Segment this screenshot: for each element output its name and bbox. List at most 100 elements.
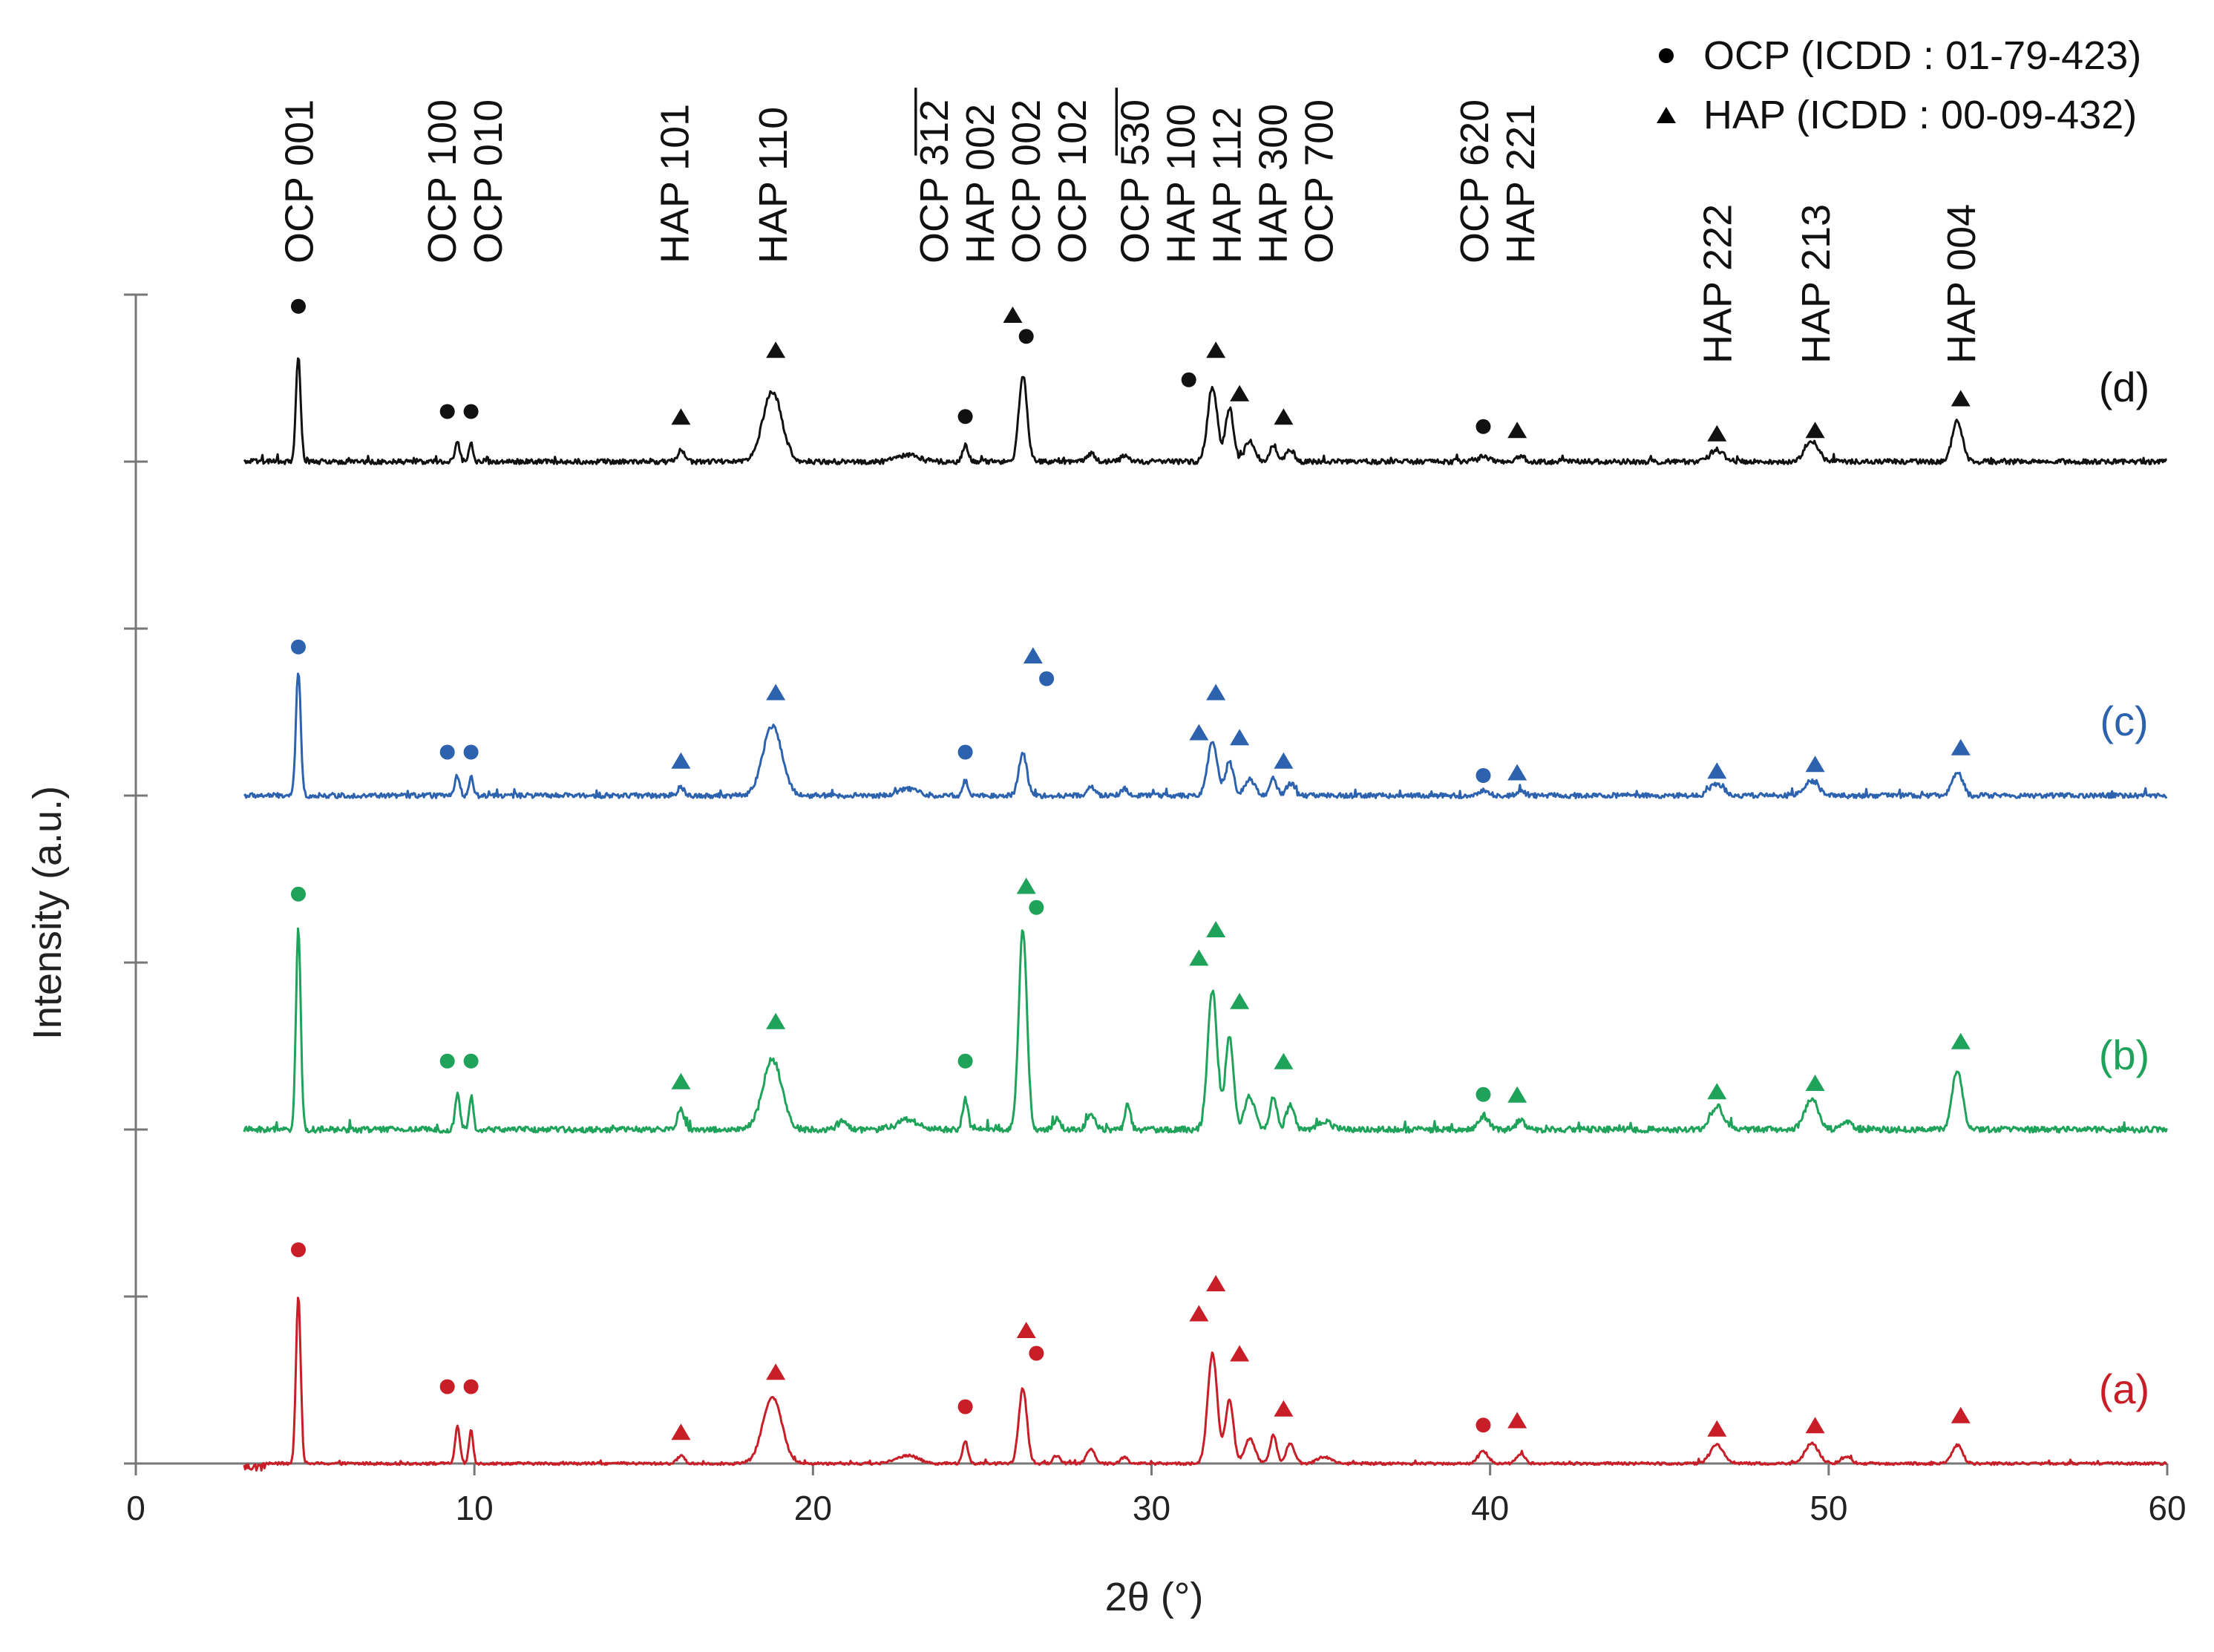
hap-marker — [1805, 422, 1825, 439]
series-line-c — [243, 672, 2168, 799]
hap-marker — [766, 1363, 786, 1380]
reflection-label: HAP 002 — [958, 104, 1003, 263]
hap-marker — [1707, 1420, 1727, 1437]
hap-marker — [671, 1072, 691, 1089]
hap-marker — [1951, 738, 1971, 755]
hap-marker — [1274, 408, 1294, 425]
legend-label: OCP (ICDD : 01-79-423) — [1703, 33, 2141, 78]
reflection-label: HAP 221 — [1499, 104, 1543, 263]
hap-marker — [1206, 1275, 1226, 1291]
hap-marker — [1507, 764, 1527, 781]
reflection-label: OCP 002 — [1004, 99, 1049, 263]
hap-marker — [1507, 422, 1527, 439]
ocp-marker — [957, 744, 973, 760]
reflection-label: OCP 100 — [420, 99, 465, 263]
hap-marker — [1206, 341, 1226, 358]
series-label-b: (b) — [2099, 1032, 2149, 1078]
ocp-marker — [439, 404, 455, 419]
hap-marker — [671, 1423, 691, 1440]
ocp-marker — [1029, 899, 1044, 915]
reflection-label: HAP 222 — [1696, 204, 1740, 364]
hap-marker — [1707, 425, 1727, 442]
hap-marker — [1230, 729, 1250, 746]
hap-marker — [1274, 1052, 1294, 1069]
hap-marker — [1230, 992, 1250, 1009]
ocp-marker — [1039, 671, 1055, 686]
hap-marker — [1274, 1400, 1294, 1417]
reflection-label: HAP 213 — [1794, 204, 1838, 364]
hap-marker — [1951, 1406, 1971, 1423]
hap-marker — [671, 752, 691, 769]
reflection-label: OCP 010 — [466, 99, 511, 263]
hap-marker — [1507, 1086, 1527, 1103]
legend-label: HAP (ICDD : 00-09-432) — [1703, 93, 2137, 137]
series-line-d — [243, 357, 2167, 465]
ocp-marker — [957, 409, 973, 425]
hap-marker — [766, 684, 786, 701]
reflection-label: HAP 112 — [1205, 107, 1249, 263]
reflection-labels: OCP 001 OCP 100 OCP 010 HAP 101 HAP 110 OCP 3… — [277, 88, 1984, 364]
hap-marker — [1206, 921, 1226, 937]
x-tick-label: 20 — [794, 1489, 832, 1527]
axes: 0 10 20 30 40 50 60 — [124, 293, 2187, 1527]
hap-marker — [1230, 384, 1250, 401]
hap-marker — [1507, 1412, 1527, 1429]
hap-marker — [671, 408, 691, 425]
ocp-marker — [1476, 768, 1491, 783]
ocp-marker — [463, 404, 479, 419]
ocp-marker — [291, 298, 306, 314]
series-lines — [243, 357, 2168, 1472]
x-tick-label: 30 — [1133, 1489, 1170, 1527]
hap-marker — [1189, 724, 1209, 741]
ocp-marker — [291, 1242, 306, 1257]
ocp-marker — [1476, 419, 1491, 434]
ocp-marker — [1476, 1086, 1491, 1102]
ocp-marker — [463, 1379, 479, 1394]
hap-marker — [1951, 1032, 1971, 1049]
hap-marker — [1016, 877, 1036, 894]
hap-marker — [766, 1012, 786, 1029]
ocp-marker — [1476, 1417, 1491, 1433]
x-axis-title: 2θ (°) — [1105, 1575, 1204, 1619]
ocp-marker — [1181, 372, 1196, 387]
x-tick-label: 60 — [2148, 1489, 2186, 1527]
ocp-marker — [1018, 329, 1034, 344]
hap-marker — [1805, 755, 1825, 773]
reflection-label: OCP 5̅3̅0̅ — [1113, 88, 1157, 263]
series-label-c: (c) — [2100, 698, 2148, 744]
series-labels: (a) (b) (c) (d) — [2099, 364, 2149, 1412]
reflection-label: OCP 700 — [1297, 99, 1341, 263]
hap-marker — [1189, 949, 1209, 966]
series-label-d: (d) — [2099, 364, 2149, 410]
reflection-label: OCP 3̅1̅2̅ — [912, 88, 957, 263]
series-line-a — [243, 1297, 2168, 1472]
legend-triangle-icon — [1657, 107, 1676, 123]
ocp-marker — [957, 1399, 973, 1415]
reflection-label: OCP 102 — [1050, 99, 1095, 263]
hap-marker — [1805, 1417, 1825, 1434]
hap-marker — [1003, 307, 1023, 323]
legend: OCP (ICDD : 01-79-423) HAP (ICDD : 00-09-… — [1657, 33, 2141, 137]
x-tick-label: 50 — [1809, 1489, 1847, 1527]
hap-marker — [1016, 1322, 1036, 1338]
y-axis-title: Intensity (a.u.) — [25, 786, 70, 1040]
series-label-a: (a) — [2099, 1366, 2149, 1412]
ocp-marker — [291, 639, 306, 655]
phase-markers — [291, 298, 1971, 1440]
reflection-label: HAP 004 — [1939, 204, 1984, 364]
ocp-marker — [291, 886, 306, 902]
reflection-label: HAP 100 — [1159, 104, 1203, 263]
hap-marker — [1707, 1083, 1727, 1100]
hap-marker — [1206, 684, 1226, 701]
hap-marker — [1023, 647, 1043, 663]
hap-marker — [1951, 390, 1971, 407]
reflection-label: HAP 101 — [653, 104, 698, 263]
x-tick-label: 10 — [456, 1489, 494, 1527]
hap-marker — [1805, 1075, 1825, 1091]
hap-marker — [1707, 762, 1727, 779]
reflection-label: HAP 110 — [751, 107, 796, 263]
ocp-marker — [1029, 1345, 1044, 1361]
reflection-label: OCP 620 — [1452, 99, 1497, 263]
x-tick-label: 0 — [126, 1489, 145, 1527]
